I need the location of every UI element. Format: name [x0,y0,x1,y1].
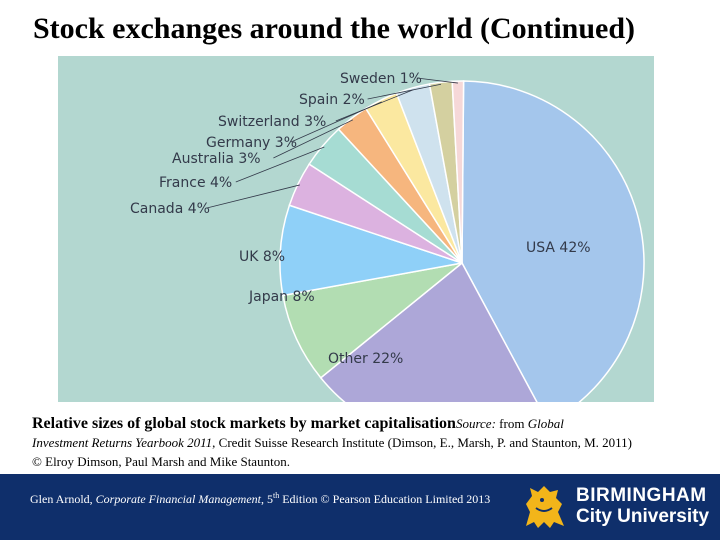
leader-line-france [235,146,325,183]
footer-citation: Glen Arnold, Corporate Financial Managem… [30,491,490,507]
caption-copyright: © Elroy Dimson, Paul Marsh and Mike Stau… [32,454,290,469]
footer-edition-sup: th [272,491,280,500]
slice-label-canada: Canada 4% [130,201,210,217]
slice-label-germany: Germany 3% [206,135,297,151]
pie-chart-svg: USA 42% Other 22% Japan 8% UK 8% Canada 4% Fr… [130,71,645,402]
pie-slice-uk [279,204,463,297]
caption-from: from [495,416,528,431]
pie-slice-other [319,261,538,402]
logo-city-university: City University [576,506,710,527]
pie-slice-sweden [451,80,465,264]
slice-label-usa: USA 42% [526,240,591,256]
footer-book: Corporate Financial Management [95,492,261,506]
footer-edition: , 5 [260,492,273,506]
slice-label-australia: Australia 3% [172,151,261,167]
footer-publisher: Edition © Pearson Education Limited 2013 [279,492,491,506]
slice-label-switzerland: Switzerland 3% [218,114,326,130]
leader-line-canada [206,184,300,209]
slice-label-japan: Japan 8% [248,289,315,305]
logo-birmingham: BIRMINGHAM [576,485,707,506]
slice-label-spain: Spain 2% [299,92,365,108]
pie-slice-usa [461,80,645,402]
leader-line-sweden [416,77,458,84]
caption-book-2: Investment Returns Yearbook 2011 [32,435,213,450]
leader-line-switzerland [335,89,414,122]
pie-chart: USA 42% Other 22% Japan 8% UK 8% Canada 4% Fr… [58,56,654,402]
caption-credit: , Credit Suisse Research Institute (Dims… [212,435,632,450]
chart-caption: Relative sizes of global stock markets b… [32,414,692,471]
leader-line-australia [273,119,354,159]
caption-source: Source: [455,416,496,431]
footer-bar: Glen Arnold, Corporate Financial Managem… [0,474,720,540]
caption-book-1: Global [527,416,564,431]
footer-author: Glen Arnold, [30,492,96,506]
university-logo: BIRMINGHAM City University [520,482,710,532]
caption-title: Relative sizes of global stock markets b… [32,415,456,432]
slice-label-other: Other 22% [328,351,403,367]
slide-title: Stock exchanges around the world (Contin… [33,12,636,45]
slice-label-france: France 4% [159,175,232,191]
slice-label-uk: UK 8% [239,249,285,265]
lion-crest-icon [526,486,564,528]
leader-line-spain [367,83,442,100]
pie-slice-japan [282,262,463,379]
slice-label-sweden: Sweden 1% [340,71,422,87]
